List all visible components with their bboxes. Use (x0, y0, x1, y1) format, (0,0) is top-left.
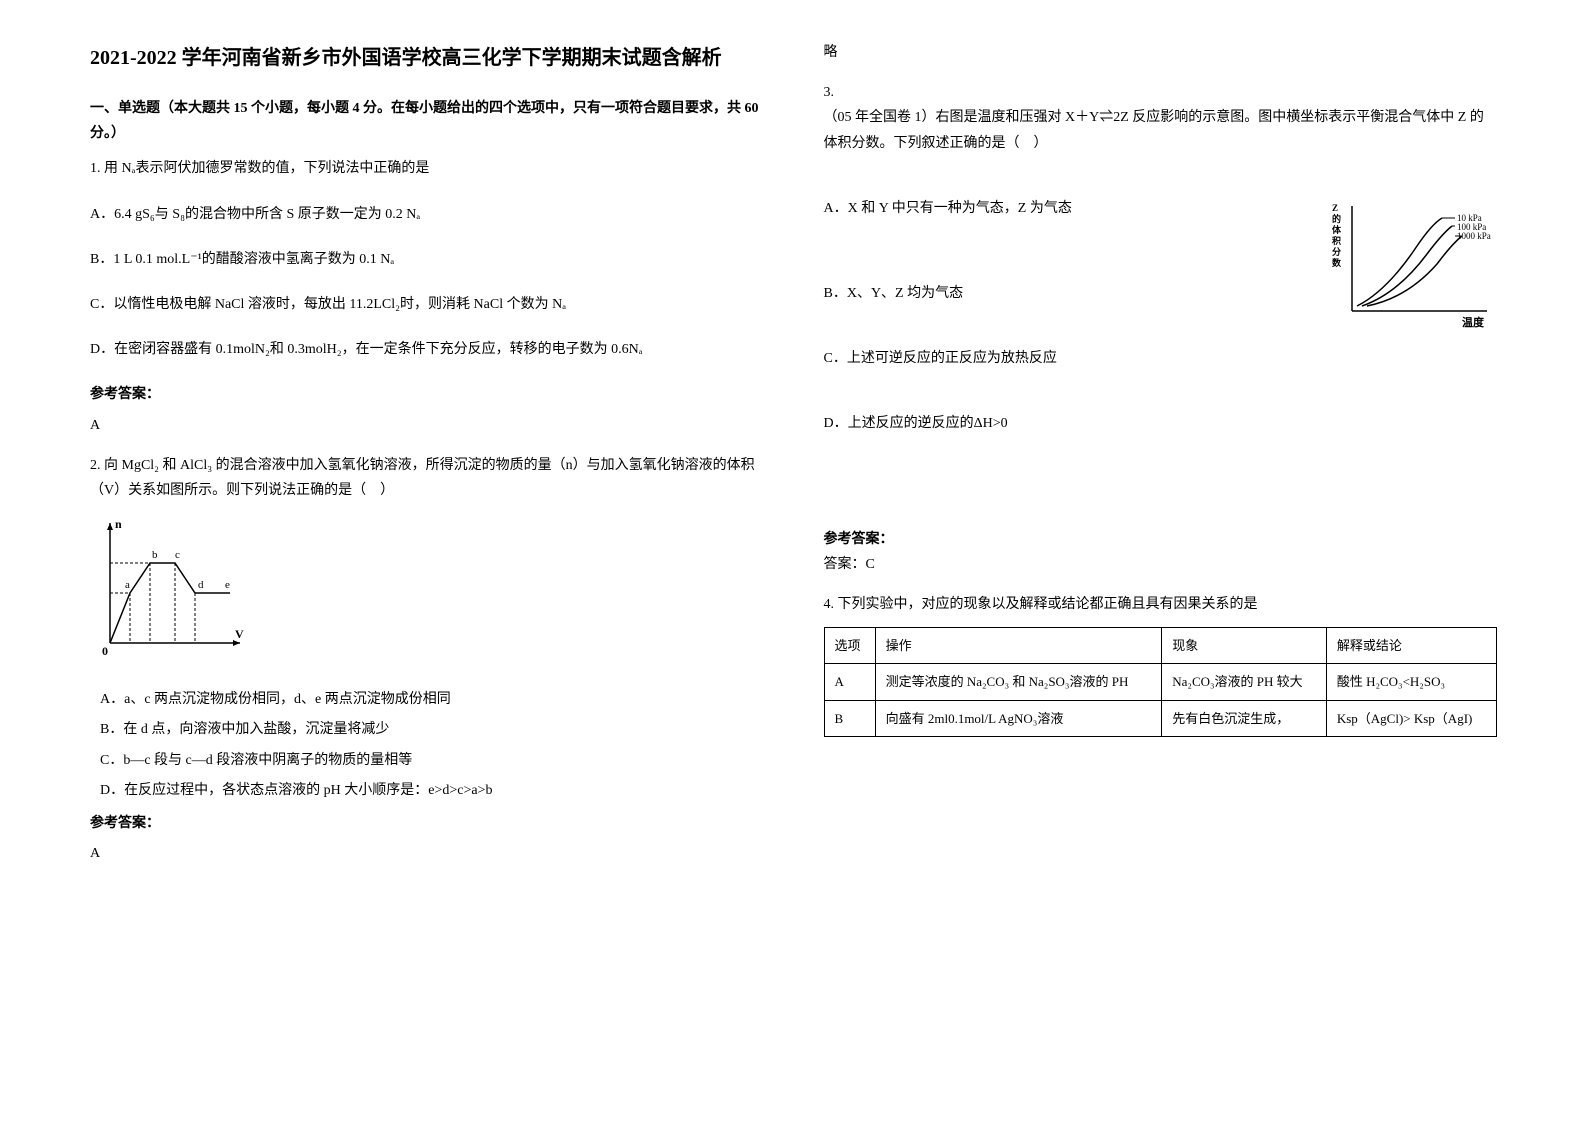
cell-a-op: 测定等浓度的 Na₂CO₃ 和 Na₂SO₃溶液的 PH (875, 664, 1162, 700)
q3-answer: 答案：C (824, 552, 1498, 577)
svg-text:分: 分 (1332, 246, 1341, 257)
q4-stem: 4. 下列实验中，对应的现象以及解释或结论都正确且具有因果关系的是 (824, 592, 1498, 617)
question-2: 2. 向 MgCl₂ 和 AlCl₃ 的混合溶液中加入氢氧化钠溶液，所得沉淀的物… (90, 453, 764, 867)
cell-a-phen: Na₂CO₃溶液的 PH 较大 (1162, 664, 1327, 700)
q2-option-d: D．在反应过程中，各状态点溶液的 pH 大小顺序是：e>d>c>a>b (100, 778, 764, 803)
page-title: 2021-2022 学年河南省新乡市外国语学校高三化学下学期期末试题含解析 (90, 40, 764, 76)
q1-option-b: B．1 L 0.1 mol.L⁻¹的醋酸溶液中氢离子数为 0.1 Nₐ (90, 247, 764, 272)
svg-text:V: V (235, 627, 244, 641)
q3-stem: （05 年全国卷 1）右图是温度和压强对 X＋Y⇌2Z 反应影响的示意图。图中横… (824, 105, 1498, 155)
q3-chart-svg: Z 的 体 积 分 数 温度 10 kPa 100 kPa 1000 kPa (1327, 196, 1497, 336)
left-column: 2021-2022 学年河南省新乡市外国语学校高三化学下学期期末试题含解析 一、… (60, 40, 794, 1082)
cell-b-phen: 先有白色沉淀生成， (1162, 700, 1327, 736)
table-row: A 测定等浓度的 Na₂CO₃ 和 Na₂SO₃溶液的 PH Na₂CO₃溶液的… (824, 664, 1497, 700)
question-4: 4. 下列实验中，对应的现象以及解释或结论都正确且具有因果关系的是 选项 操作 … (824, 592, 1498, 737)
q1-option-c: C．以惰性电极电解 NaCl 溶液时，每放出 11.2LCl₂时，则消耗 NaC… (90, 292, 764, 317)
q2-option-b: B．在 d 点，向溶液中加入盐酸，沉淀量将减少 (100, 717, 764, 742)
th-phenomenon: 现象 (1162, 628, 1327, 664)
right-column: 略 3. （05 年全国卷 1）右图是温度和压强对 X＋Y⇌2Z 反应影响的示意… (794, 40, 1528, 1082)
svg-text:温度: 温度 (1462, 315, 1485, 329)
svg-text:数: 数 (1332, 257, 1342, 268)
th-operation: 操作 (875, 628, 1162, 664)
svg-text:1000 kPa: 1000 kPa (1457, 231, 1491, 241)
q2-graph: n V 0 a b c d e (90, 513, 250, 672)
svg-text:b: b (152, 549, 158, 561)
svg-text:a: a (125, 579, 130, 591)
q2-option-c: C．b—c 段与 c—d 段溶液中阴离子的物质的量相等 (100, 748, 764, 773)
cell-b-opt: B (824, 700, 875, 736)
svg-text:0: 0 (102, 644, 108, 658)
col2-omit: 略 (824, 40, 1498, 65)
th-explanation: 解释或结论 (1326, 628, 1496, 664)
cell-b-op: 向盛有 2ml0.1mol/L AgNO₃溶液 (875, 700, 1162, 736)
q2-option-a: A．a、c 两点沉淀物成份相同，d、e 两点沉淀物成份相同 (100, 687, 764, 712)
q3-num: 3. (824, 80, 1498, 105)
q1-answer-label: 参考答案： (90, 382, 764, 407)
cell-b-expl: Ksp（AgCl)> Ksp（AgI) (1326, 700, 1496, 736)
svg-text:体: 体 (1332, 224, 1342, 235)
svg-text:Z: Z (1332, 203, 1338, 213)
svg-text:的: 的 (1332, 213, 1341, 224)
q1-stem: 1. 用 Nₐ表示阿伏加德罗常数的值，下列说法中正确的是 (90, 156, 764, 181)
cell-a-expl: 酸性 H₂CO₃<H₂SO₃ (1326, 664, 1496, 700)
q1-answer: A (90, 413, 764, 438)
svg-text:积: 积 (1332, 235, 1341, 246)
q3-option-d: D．上述反应的逆反应的ΔH>0 (824, 411, 1498, 436)
q1-option-a: A．6.4 gS₆与 S₈的混合物中所含 S 原子数一定为 0.2 Nₐ (90, 202, 764, 227)
q2-answer: A (90, 841, 764, 866)
q3-answer-label: 参考答案： (824, 527, 1498, 552)
q1-option-d: D．在密闭容器盛有 0.1molN₂和 0.3molH₂，在一定条件下充分反应，… (90, 337, 764, 362)
q4-table: 选项 操作 现象 解释或结论 A 测定等浓度的 Na₂CO₃ 和 Na₂SO₃溶… (824, 627, 1498, 737)
section-header: 一、单选题（本大题共 15 个小题，每小题 4 分。在每小题给出的四个选项中，只… (90, 96, 764, 146)
svg-text:d: d (198, 579, 204, 591)
q2-answer-label: 参考答案： (90, 811, 764, 836)
table-row: B 向盛有 2ml0.1mol/L AgNO₃溶液 先有白色沉淀生成， Ksp（… (824, 700, 1497, 736)
svg-text:c: c (175, 549, 180, 561)
th-option: 选项 (824, 628, 875, 664)
q2-graph-svg: n V 0 a b c d e (90, 513, 250, 663)
question-1: 1. 用 Nₐ表示阿伏加德罗常数的值，下列说法中正确的是 A．6.4 gS₆与 … (90, 156, 764, 437)
q2-stem: 2. 向 MgCl₂ 和 AlCl₃ 的混合溶液中加入氢氧化钠溶液，所得沉淀的物… (90, 453, 764, 503)
q3-option-c: C．上述可逆反应的正反应为放热反应 (824, 346, 1498, 371)
cell-a-opt: A (824, 664, 875, 700)
svg-text:n: n (115, 517, 122, 531)
table-header-row: 选项 操作 现象 解释或结论 (824, 628, 1497, 664)
question-3: 3. （05 年全国卷 1）右图是温度和压强对 X＋Y⇌2Z 反应影响的示意图。… (824, 80, 1498, 577)
q3-chart: Z 的 体 积 分 数 温度 10 kPa 100 kPa 1000 kPa (1327, 196, 1497, 345)
svg-text:e: e (225, 579, 230, 591)
